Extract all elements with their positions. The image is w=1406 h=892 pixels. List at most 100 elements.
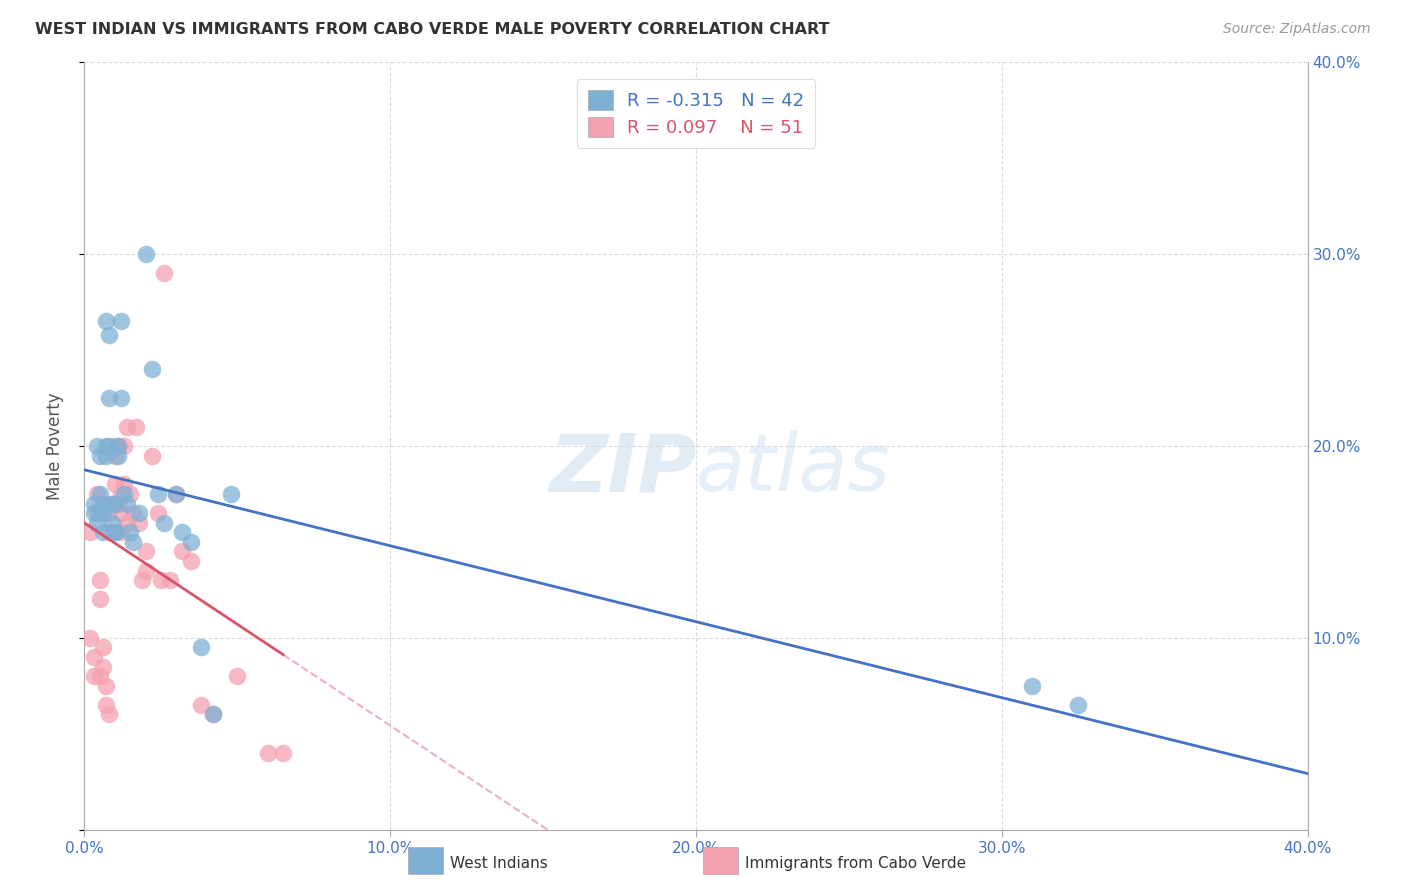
Point <box>110 506 132 520</box>
Point <box>83 669 105 683</box>
Point <box>219 487 242 501</box>
Point <box>122 506 145 520</box>
Legend: R = -0.315   N = 42, R = 0.097    N = 51: R = -0.315 N = 42, R = 0.097 N = 51 <box>576 79 815 148</box>
Point <box>101 496 124 510</box>
Point <box>101 496 124 510</box>
Text: Immigrants from Cabo Verde: Immigrants from Cabo Verde <box>745 856 966 871</box>
Point <box>110 391 132 405</box>
Point <box>165 487 187 501</box>
Point <box>94 314 117 328</box>
Point <box>115 516 138 530</box>
Point <box>172 544 194 558</box>
Point <box>91 640 114 655</box>
Text: Source: ZipAtlas.com: Source: ZipAtlas.com <box>1223 22 1371 37</box>
Point <box>94 698 117 712</box>
Point <box>91 506 114 520</box>
Point <box>104 525 127 540</box>
Point <box>115 496 138 510</box>
Point <box>107 449 129 463</box>
Point <box>146 487 169 501</box>
Point <box>128 516 150 530</box>
Point <box>97 327 120 342</box>
Point <box>180 535 202 549</box>
Text: West Indians: West Indians <box>450 856 548 871</box>
Point <box>110 487 132 501</box>
Point <box>107 439 129 453</box>
Point <box>104 525 127 540</box>
Point <box>83 649 105 664</box>
Point <box>94 449 117 463</box>
Point <box>91 659 114 673</box>
Point <box>180 554 202 568</box>
Point <box>94 679 117 693</box>
Point <box>131 574 153 588</box>
Point <box>104 496 127 510</box>
Point <box>190 640 212 655</box>
Point <box>107 496 129 510</box>
Point <box>101 525 124 540</box>
Point <box>110 314 132 328</box>
Text: WEST INDIAN VS IMMIGRANTS FROM CABO VERDE MALE POVERTY CORRELATION CHART: WEST INDIAN VS IMMIGRANTS FROM CABO VERD… <box>35 22 830 37</box>
Point <box>79 525 101 540</box>
Point <box>165 487 187 501</box>
Point <box>153 516 176 530</box>
Point <box>149 574 172 588</box>
Point <box>120 525 142 540</box>
Point <box>146 506 169 520</box>
Point <box>86 506 108 520</box>
Point <box>79 631 101 645</box>
Point <box>201 707 224 722</box>
Point <box>112 439 135 453</box>
Point <box>104 439 127 453</box>
Point <box>110 525 132 540</box>
Point <box>1067 698 1090 712</box>
Point <box>112 477 135 491</box>
Point <box>115 420 138 434</box>
Text: atlas: atlas <box>696 430 891 508</box>
Point <box>97 391 120 405</box>
Point <box>107 439 129 453</box>
Point <box>91 525 114 540</box>
Point <box>120 487 142 501</box>
Point <box>89 592 111 607</box>
Point <box>83 506 105 520</box>
Point <box>190 698 212 712</box>
Point <box>89 487 111 501</box>
Point <box>86 487 108 501</box>
Point <box>141 449 163 463</box>
Point <box>125 420 148 434</box>
Point <box>97 439 120 453</box>
Point <box>89 449 111 463</box>
Point <box>271 746 294 760</box>
Point <box>159 574 181 588</box>
Point <box>83 496 105 510</box>
Point <box>104 449 127 463</box>
Point <box>153 266 176 280</box>
Point <box>97 707 120 722</box>
Point <box>91 496 114 510</box>
Point <box>91 496 114 510</box>
Point <box>97 525 120 540</box>
Point <box>172 525 194 540</box>
Point <box>86 516 108 530</box>
Point <box>112 487 135 501</box>
Point <box>97 506 120 520</box>
Point <box>135 544 157 558</box>
Text: ZIP: ZIP <box>548 430 696 508</box>
Point <box>1021 679 1043 693</box>
Point <box>226 669 249 683</box>
Point <box>86 439 108 453</box>
Point <box>128 506 150 520</box>
Point <box>104 477 127 491</box>
Point <box>89 506 111 520</box>
Point <box>101 516 124 530</box>
Point <box>257 746 280 760</box>
Point <box>201 707 224 722</box>
Point <box>89 669 111 683</box>
Point <box>135 247 157 261</box>
Point <box>94 439 117 453</box>
Y-axis label: Male Poverty: Male Poverty <box>45 392 63 500</box>
Point <box>89 574 111 588</box>
Point <box>135 564 157 578</box>
Point <box>141 362 163 376</box>
